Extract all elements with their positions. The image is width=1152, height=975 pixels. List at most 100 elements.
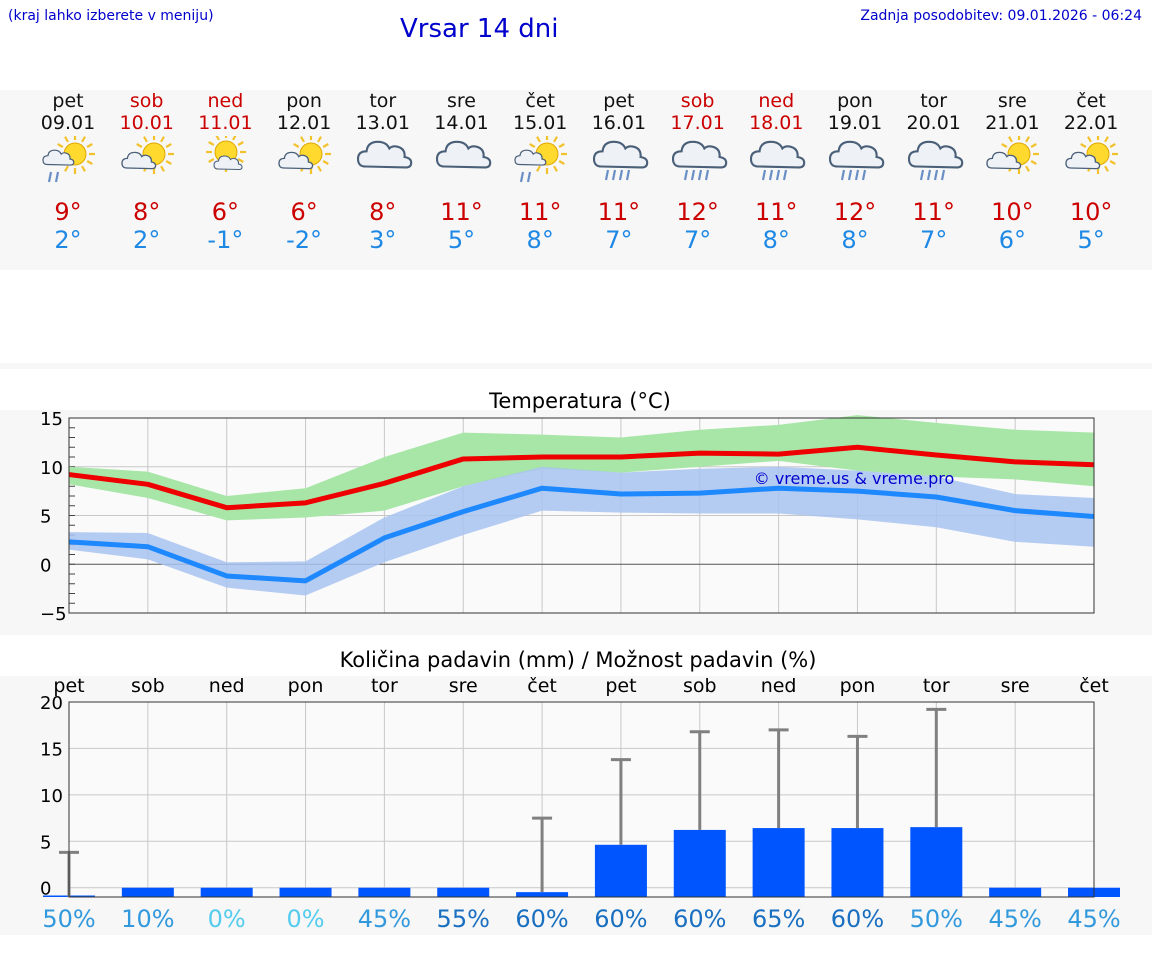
max-temperature: 8° (133, 198, 161, 226)
precipitation-probability: 65% (752, 905, 805, 933)
cloud-icon (423, 134, 501, 204)
day-name: pet (603, 90, 635, 112)
forecast-strip (0, 90, 1152, 270)
day-name: sre (447, 90, 476, 112)
page-title: Vrsar 14 dni (400, 14, 559, 44)
min-temperature: 2° (133, 226, 161, 254)
min-temperature: 3° (369, 226, 397, 254)
temperature-ytick-label: 15 (40, 409, 63, 430)
max-temperature: 11° (518, 198, 562, 226)
max-temperature-band (69, 415, 1094, 521)
max-temperature: 10° (991, 198, 1034, 226)
precipitation-probability: 0% (208, 905, 246, 933)
day-name: pet (52, 90, 84, 112)
min-temperature: -1° (207, 226, 244, 254)
day-date: 16.01 (591, 112, 647, 134)
max-temperature: 12° (833, 198, 877, 226)
day-name: ned (758, 90, 795, 112)
precipitation-day-label: čet (1079, 675, 1109, 697)
min-temperature: 6° (998, 226, 1027, 254)
min-temperature: 7° (605, 226, 633, 254)
precipitation-probability: 45% (1067, 905, 1120, 933)
day-name: čet (525, 90, 555, 112)
precipitation-chart-title: Količina padavin (mm) / Možnost padavin … (340, 648, 817, 672)
day-name: sob (680, 90, 715, 112)
temperature-ytick-label: 0 (40, 555, 51, 576)
precipitation-probability: 60% (594, 905, 647, 933)
day-column: ned 11.01 6° -1° (186, 90, 264, 254)
precipitation-day-label: sob (683, 675, 717, 697)
day-name: ned (207, 90, 244, 112)
min-temperature-line (68, 485, 1095, 584)
precipitation-bar (989, 887, 1042, 897)
day-column: čet 22.01 10° 5° (1052, 90, 1130, 254)
precipitation-probability: 10% (121, 905, 174, 933)
min-temperature: 5° (1077, 226, 1105, 254)
max-temperature: 11° (755, 198, 798, 226)
min-temperature-band (69, 466, 1094, 596)
precipitation-day-label: sre (449, 675, 478, 697)
precipitation-ytick-label: 20 (40, 693, 63, 714)
precipitation-day-label: pon (840, 675, 876, 697)
day-date: 20.01 (906, 112, 961, 134)
cloud-rain-icon (659, 134, 737, 204)
min-temperature: 7° (920, 226, 948, 254)
cloud-rain-icon (895, 134, 973, 204)
day-date: 18.01 (749, 112, 804, 134)
max-temperature: 8° (369, 198, 397, 226)
precipitation-probability: 0% (286, 905, 324, 933)
day-date: 22.01 (1063, 112, 1119, 134)
precipitation-bar (121, 887, 174, 897)
day-date: 13.01 (355, 112, 410, 134)
day-date: 21.01 (985, 112, 1040, 134)
day-name: tor (920, 90, 948, 112)
precipitation-bar (516, 892, 569, 897)
day-date: 19.01 (827, 112, 883, 134)
temperature-ytick-label: −5 (40, 604, 67, 625)
day-date: 11.01 (198, 112, 253, 134)
precipitation-ytick-label: 0 (40, 879, 51, 900)
day-date: 15.01 (512, 112, 568, 134)
precipitation-bar (831, 828, 884, 897)
cloud-rain-icon (580, 134, 658, 204)
max-temperature: 9° (54, 198, 82, 226)
min-temperature: 8° (526, 226, 554, 254)
precipitation-day-label: tor (923, 675, 950, 697)
sun-cloud-icon (108, 134, 186, 204)
day-name: čet (1076, 90, 1106, 112)
sun-cloud-icon (973, 134, 1051, 204)
day-name: pon (837, 90, 873, 112)
separator-band (0, 363, 1152, 369)
sun-cloud-icon (265, 134, 343, 204)
precipitation-day-label: ned (761, 675, 797, 697)
precipitation-bar (358, 887, 411, 897)
day-name: tor (369, 90, 397, 112)
day-column: sob 10.01 8° 2° (108, 90, 186, 254)
precipitation-day-label: sre (1001, 675, 1030, 697)
day-date: 10.01 (119, 112, 174, 134)
precipitation-probability: 60% (515, 905, 568, 933)
precipitation-ytick-label: 15 (40, 739, 63, 760)
max-temperature: 10° (1069, 198, 1113, 226)
min-temperature: 7° (683, 226, 712, 254)
max-temperature-line (68, 444, 1095, 511)
precipitation-bar (752, 828, 805, 897)
min-temperature: 5° (447, 226, 476, 254)
precipitation-probability: 55% (437, 905, 490, 933)
precipitation-day-label: pon (288, 675, 324, 697)
temperature-plot-frame (68, 417, 1095, 614)
cloud-rain-icon (816, 134, 894, 204)
day-column: pet 16.01 11° 7° (580, 90, 658, 254)
precipitation-probability: 60% (673, 905, 726, 933)
min-temperature: 8° (841, 226, 869, 254)
min-temperature: 8° (762, 226, 790, 254)
day-column: ned 18.01 11° 8° (737, 90, 815, 254)
precipitation-bar (594, 844, 647, 897)
day-column: pet 09.01 9° 2° (29, 90, 107, 254)
sun-small-cloud-icon (186, 134, 264, 204)
max-temperature: 6° (290, 198, 318, 226)
precipitation-bar (279, 887, 332, 897)
location-hint[interactable]: (kraj lahko izberete v meniju) (8, 8, 214, 24)
precipitation-probability: 45% (358, 905, 411, 933)
